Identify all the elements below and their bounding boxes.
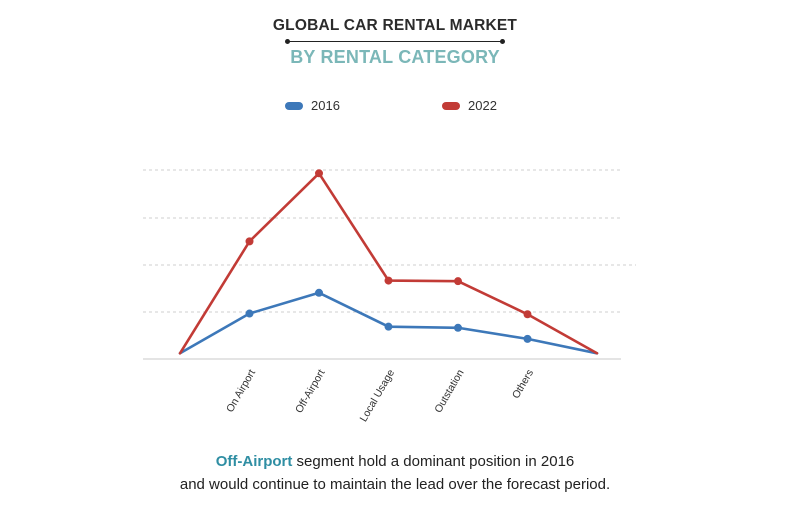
x-tick-label-1: Off-Airport xyxy=(293,367,328,415)
data-point-2022-3 xyxy=(454,277,462,286)
title-rule-right-dot xyxy=(500,39,505,44)
chart-caption-line-1: Off-Airport segment hold a dominant posi… xyxy=(0,450,790,474)
data-point-2016-2 xyxy=(384,322,393,331)
title-rule xyxy=(287,41,503,42)
data-point-2016-4 xyxy=(523,334,532,343)
data-point-2016-0 xyxy=(245,309,254,318)
data-point-2022-1 xyxy=(315,169,323,178)
x-tick-label-3: Outstation xyxy=(432,367,466,415)
data-point-2016-1 xyxy=(315,288,323,297)
legend-label-2016: 2016 xyxy=(311,98,340,113)
chart-title: GLOBAL CAR RENTAL MARKET xyxy=(272,17,518,34)
caption-highlight: Off-Airport xyxy=(215,453,293,470)
data-point-2016-3 xyxy=(454,323,462,332)
chart-caption-line-2: and would continue to maintain the lead … xyxy=(179,476,611,493)
data-point-2022-2 xyxy=(384,276,393,285)
line-chart: On Airport Off-Airport Local Usage Outstati… xyxy=(143,169,636,424)
legend-swatch-2016 xyxy=(285,102,303,110)
x-tick-label-2: Local Usage xyxy=(358,367,398,424)
x-tick-label-4: Others xyxy=(510,368,536,401)
legend-swatch-2022 xyxy=(442,102,460,110)
data-point-2022-0 xyxy=(245,237,254,246)
caption-line-1-text: segment hold a dominant position in 2016 xyxy=(292,453,575,470)
chart-subtitle: BY RENTAL CATEGORY xyxy=(290,47,500,67)
data-point-2022-4 xyxy=(523,310,532,319)
x-tick-label-0: On Airport xyxy=(224,367,258,414)
legend-label-2022: 2022 xyxy=(468,98,497,113)
